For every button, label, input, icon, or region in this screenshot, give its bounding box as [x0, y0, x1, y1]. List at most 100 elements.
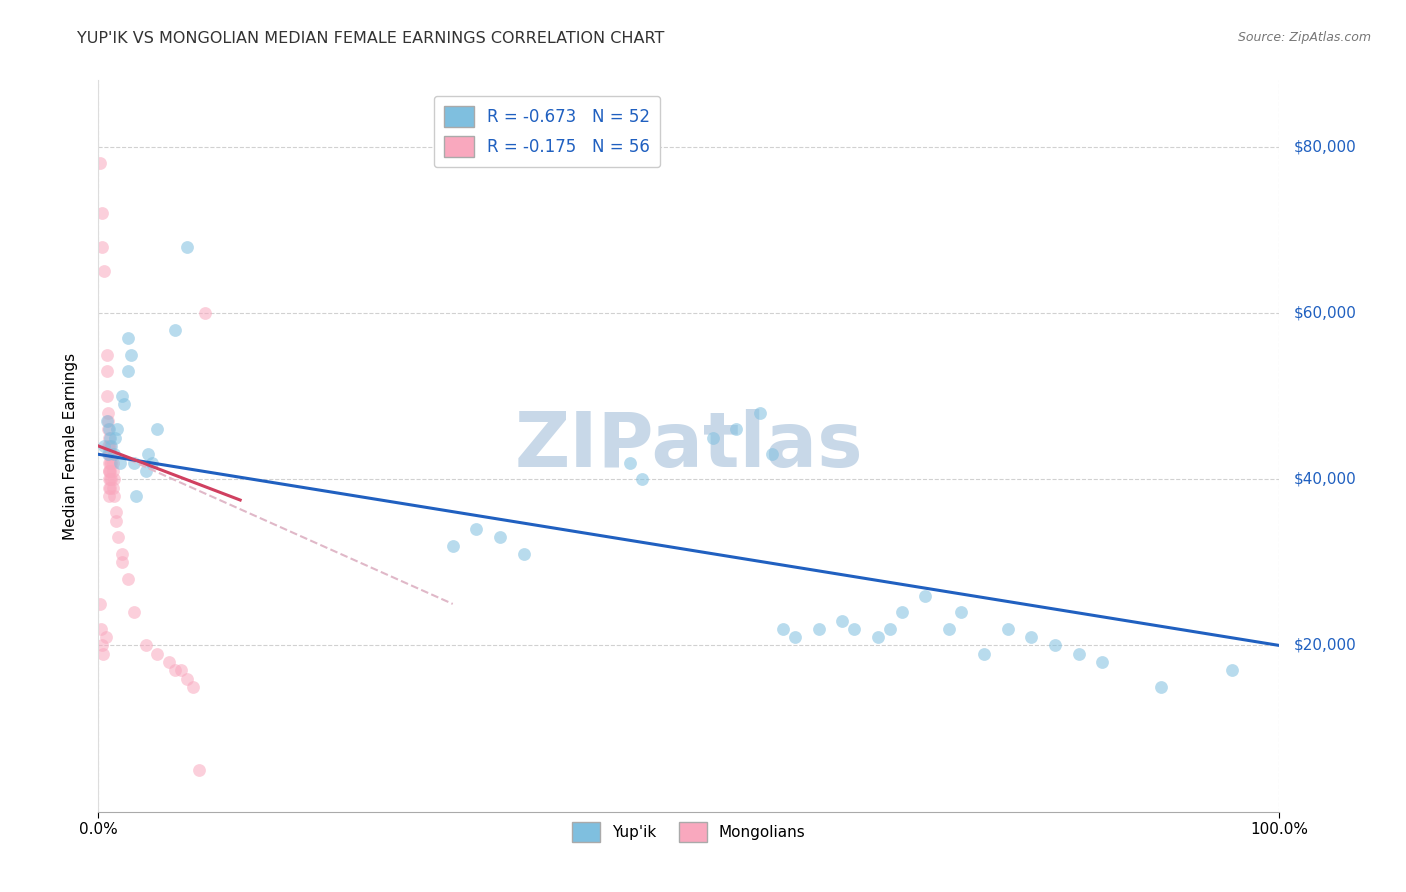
Point — [702, 431, 724, 445]
Point — [98, 447, 121, 461]
Point — [96, 414, 118, 428]
Point — [441, 539, 464, 553]
Point — [98, 431, 121, 445]
Point — [93, 439, 115, 453]
Point — [96, 364, 118, 378]
Point — [101, 464, 124, 478]
Point — [98, 431, 121, 445]
Point — [938, 622, 960, 636]
Point — [103, 489, 125, 503]
Point — [98, 472, 121, 486]
Point — [98, 447, 121, 461]
Point — [111, 547, 134, 561]
Point — [91, 239, 114, 253]
Point — [879, 622, 901, 636]
Point — [146, 647, 169, 661]
Point — [170, 664, 193, 678]
Point — [748, 406, 770, 420]
Point — [844, 622, 866, 636]
Point — [619, 456, 641, 470]
Point — [96, 389, 118, 403]
Point — [465, 522, 488, 536]
Point — [111, 389, 134, 403]
Point — [108, 456, 131, 470]
Point — [772, 622, 794, 636]
Point — [111, 555, 134, 569]
Point — [761, 447, 783, 461]
Point — [96, 347, 118, 362]
Point — [489, 530, 512, 544]
Point — [97, 422, 120, 436]
Point — [103, 447, 125, 461]
Y-axis label: Median Female Earnings: Median Female Earnings — [63, 352, 77, 540]
Point — [135, 639, 157, 653]
Point — [100, 456, 122, 470]
Point — [122, 605, 145, 619]
Point — [135, 464, 157, 478]
Point — [101, 481, 124, 495]
Point — [117, 331, 139, 345]
Point — [187, 763, 209, 777]
Point — [105, 422, 128, 436]
Point — [117, 572, 139, 586]
Point — [997, 622, 1019, 636]
Point — [98, 481, 121, 495]
Point — [98, 422, 121, 436]
Point — [866, 630, 889, 644]
Point — [1150, 680, 1173, 694]
Point — [98, 447, 121, 461]
Point — [136, 447, 159, 461]
Point — [112, 397, 135, 411]
Point — [100, 472, 122, 486]
Text: Source: ZipAtlas.com: Source: ZipAtlas.com — [1237, 31, 1371, 45]
Point — [1043, 639, 1066, 653]
Point — [146, 422, 169, 436]
Point — [121, 347, 143, 362]
Point — [98, 464, 121, 478]
Point — [91, 647, 114, 661]
Point — [1067, 647, 1090, 661]
Text: YUP'IK VS MONGOLIAN MEDIAN FEMALE EARNINGS CORRELATION CHART: YUP'IK VS MONGOLIAN MEDIAN FEMALE EARNIN… — [77, 31, 665, 46]
Point — [176, 239, 198, 253]
Point — [100, 447, 122, 461]
Point — [785, 630, 807, 644]
Point — [101, 456, 124, 470]
Text: $40,000: $40,000 — [1294, 472, 1357, 487]
Point — [107, 530, 129, 544]
Point — [90, 622, 112, 636]
Point — [165, 664, 187, 678]
Point — [100, 439, 122, 453]
Text: ZIPatlas: ZIPatlas — [515, 409, 863, 483]
Point — [1220, 664, 1243, 678]
Point — [98, 464, 121, 478]
Point — [1021, 630, 1043, 644]
Point — [91, 206, 114, 220]
Point — [914, 589, 936, 603]
Point — [105, 514, 128, 528]
Point — [94, 630, 117, 644]
Point — [165, 323, 187, 337]
Point — [176, 672, 198, 686]
Point — [831, 614, 853, 628]
Point — [725, 422, 748, 436]
Point — [98, 439, 121, 453]
Point — [105, 506, 128, 520]
Point — [890, 605, 912, 619]
Point — [89, 597, 111, 611]
Text: $20,000: $20,000 — [1294, 638, 1357, 653]
Text: $80,000: $80,000 — [1294, 139, 1357, 154]
Point — [181, 680, 204, 694]
Point — [97, 447, 120, 461]
Point — [973, 647, 995, 661]
Point — [1091, 655, 1114, 669]
Point — [89, 156, 111, 170]
Point — [98, 464, 121, 478]
Point — [122, 456, 145, 470]
Point — [949, 605, 972, 619]
Point — [98, 489, 121, 503]
Legend: Yup'ik, Mongolians: Yup'ik, Mongolians — [567, 816, 811, 848]
Point — [98, 456, 121, 470]
Point — [93, 264, 115, 278]
Point — [141, 456, 163, 470]
Point — [98, 472, 121, 486]
